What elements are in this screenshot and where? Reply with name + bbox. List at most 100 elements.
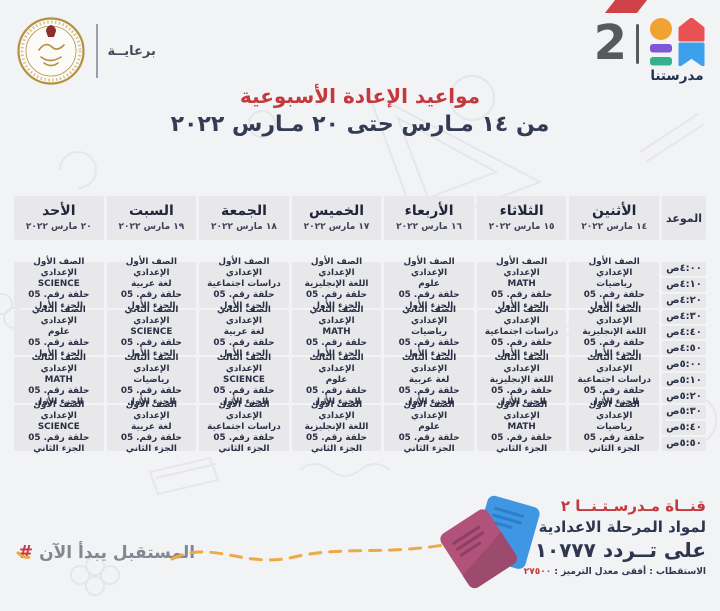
program-grade: الصف الأول الإعدادي [218, 400, 270, 422]
tech-label: الاستقطاب : أفقى معدل الترميز : [554, 567, 706, 577]
program-cell: الصف الأول الإعدادي دراسات اجتماعية حلقة ر… [199, 400, 289, 454]
program-episode: حلقة رقم. 05 [213, 385, 275, 396]
program-episode: حلقة رقم. 05 [120, 338, 182, 348]
program-grade: الصف الأول الإعدادي [588, 257, 640, 279]
program-episode: حلقة رقم. 05 [583, 433, 645, 444]
program-grade: الصف الثالث الإعدادي [124, 352, 179, 374]
program-subject: دراسات اجتماعية [484, 327, 559, 338]
program-episode: حلقة رقم. 05 [28, 290, 90, 301]
program-part: الجزء الأول [404, 396, 454, 407]
madrasetna-logo-icon [650, 18, 705, 66]
program-episode: حلقة رقم. 05 [28, 433, 90, 444]
program-part: الجزء الثاني [125, 444, 177, 455]
day-date: ١٨ مارس ٢٠٢٢ [211, 222, 277, 233]
technical-line: الاستقطاب : أفقى معدل الترميز : ٢٧٥٠٠ [524, 567, 706, 577]
table-header-row: الموعد الأثنين ١٤ مارس ٢٠٢٢ الثلاثاء ١٥ مارس… [14, 196, 706, 240]
program-cell: الصف الثالث الإعدادي SCIENCE حلقة رقم. 05 ا… [199, 353, 289, 407]
program-cell: الصف الثاني الإعدادي SCIENCE حلقة رقم. 05 ا… [106, 305, 197, 359]
day-name: الأثنين [591, 202, 637, 219]
program-episode: حلقة رقم. 05 [398, 385, 460, 396]
program-subject: SCIENCE [37, 422, 80, 433]
time-slot: ٥:١٠ص [662, 373, 706, 388]
channel-info: قنــاة مـدرسـتـنــا ٢ لمواد المرحلة الاع… [524, 497, 706, 577]
program-cell: الصف الأول الإعدادي رياضيات حلقة رقم. 05 ال… [569, 257, 659, 311]
program-cell: الصف الأول الإعدادي اللغة الإنجليزية حلقة … [291, 400, 382, 454]
program-episode: حلقة رقم. 05 [213, 433, 275, 444]
program-subject: MATH [322, 327, 351, 338]
program-episode: حلقة رقم. 05 [583, 290, 645, 301]
table-body: ٤:٠٠ص ٤:١٠ص ٤:٢٠ص ٤:٣٠ص ٤:٤٠ص ٤:٥٠ص ٥:٠٠ص ٥:١٠ص… [14, 257, 706, 454]
program-grade: الصف الأول الإعدادي [33, 257, 85, 279]
program-part: الجزء الثاني [588, 444, 640, 455]
program-grade: الصف الأول الإعدادي [125, 400, 177, 422]
day-name: الجمعة [220, 202, 267, 219]
program-grade: الصف الأول الإعدادي [496, 400, 548, 422]
program-cell: الصف الأول الإعدادي MATH حلقة رقم. 05 الجزء… [476, 400, 567, 454]
program-cell: الصف الأول الإعدادي علوم حلقة رقم. 05 الجزء… [384, 400, 474, 454]
program-part: الجزء الأول [34, 396, 83, 407]
program-episode: حلقة رقم. 05 [398, 290, 460, 301]
day-header: الأحد ٢٠ مارس ٢٠٢٢ [14, 196, 104, 240]
program-part: الجزء الأول [404, 348, 454, 359]
day-header: الجمعة ١٨ مارس ٢٠٢٢ [199, 196, 289, 240]
program-cell: الصف الأول الإعدادي MATH حلقة رقم. 05 الجزء… [476, 257, 567, 311]
time-slot: ٤:٠٠ص [662, 262, 706, 276]
program-cell: الصف الثالث الإعدادي دراسات اجتماعية حلقة … [569, 353, 659, 407]
program-part: الجزء الأول [404, 301, 454, 312]
program-episode: حلقة رقم. 05 [120, 433, 182, 444]
channel-brand: 2 مدرستنا [594, 18, 706, 84]
program-episode: حلقة رقم. 05 [120, 290, 182, 301]
program-grade: الصف الأول الإعدادي [33, 400, 85, 422]
program-part: الجزء الأول [497, 301, 546, 312]
program-cell: الصف الثالث الإعدادي رياضيات حلقة رقم. 05 ا… [106, 353, 197, 407]
program-part: الجزء الثاني [218, 444, 270, 455]
program-episode: حلقة رقم. 05 [583, 385, 645, 396]
program-part: الجزء الأول [34, 348, 83, 359]
program-grade: الصف الأول الإعدادي [310, 400, 363, 422]
program-cell: الصف الأول الإعدادي SCIENCE حلقة رقم. 05 ال… [14, 400, 104, 454]
program-part: الجزء الأول [497, 348, 546, 359]
program-subject: اللغة الإنجليزية [582, 327, 647, 338]
program-subject: لغة عربية [131, 422, 172, 433]
program-grade: الصف الأول الإعدادي [218, 257, 270, 279]
audience-line: لمواد المرحلة الاعدادية [538, 518, 706, 536]
program-subject: رياضيات [133, 374, 170, 385]
program-grade: الصف الأول الإعدادي [588, 400, 640, 422]
program-cell: الصف الثالث الإعدادي علوم حلقة رقم. 05 الجز… [291, 353, 382, 407]
program-grade: الصف الثالث الإعدادي [216, 352, 272, 374]
program-episode: حلقة رقم. 05 [491, 290, 553, 301]
date-range-subtitle: من ١٤ مـارس حتى ٢٠ مـارس ٢٠٢٢ [170, 112, 550, 137]
program-cell: الصف الأول الإعدادي SCIENCE حلقة رقم. 05 ال… [14, 257, 104, 311]
program-cell: الصف الأول الإعدادي لغة عربية حلقة رقم. 05… [106, 400, 197, 454]
corner-ribbon [604, 0, 648, 13]
program-cell: الصف الثاني الإعدادي دراسات اجتماعية حلقة … [476, 305, 567, 359]
program-subject: دراسات اجتماعية [207, 279, 281, 290]
program-subject: لغة عربية [223, 327, 265, 338]
program-grade: الصف الثالث الإعدادي [494, 352, 549, 374]
program-subject: اللغة الإنجليزية [304, 422, 369, 433]
patronage-block: برعايــة [16, 16, 156, 86]
program-grade: الصف الثاني الإعدادي [124, 305, 179, 327]
program-part: الجزء الأول [312, 348, 361, 359]
program-subject: SCIENCE [222, 374, 265, 385]
program-cell: الصف الثاني الإعدادي لغة عربية حلقة رقم. 0… [199, 305, 289, 359]
program-grade: الصف الأول الإعدادي [403, 400, 455, 422]
program-subject: SCIENCE [130, 327, 173, 338]
program-grade: الصف الثالث الإعدادي [309, 352, 364, 374]
day-date: ١٤ مارس ٢٠٢٢ [581, 222, 648, 233]
day-name: الخميس [308, 202, 365, 219]
program-subject: علوم [418, 422, 440, 433]
time-slot: ٤:١٠ص [662, 277, 706, 292]
time-slot: ٥:٤٠ص [662, 420, 706, 435]
program-part: الجزء الأول [34, 301, 83, 312]
day-header: الأربعاء ١٦ مارس ٢٠٢٢ [384, 196, 474, 240]
program-cell: الصف الثاني الإعدادي علوم حلقة رقم. 05 الجز… [14, 305, 104, 359]
slogan-hashtag: # المستقبل يبدأ الآن [18, 542, 195, 563]
hash-symbol: # [18, 542, 34, 563]
program-episode: حلقة رقم. 05 [398, 433, 460, 444]
program-part: الجزء الثاني [496, 444, 548, 455]
program-subject: SCIENCE [37, 279, 80, 290]
time-column-header: الموعد [662, 196, 706, 240]
program-part: الجزء الأول [219, 348, 269, 359]
time-slot: ٥:٠٠ص [662, 357, 706, 372]
